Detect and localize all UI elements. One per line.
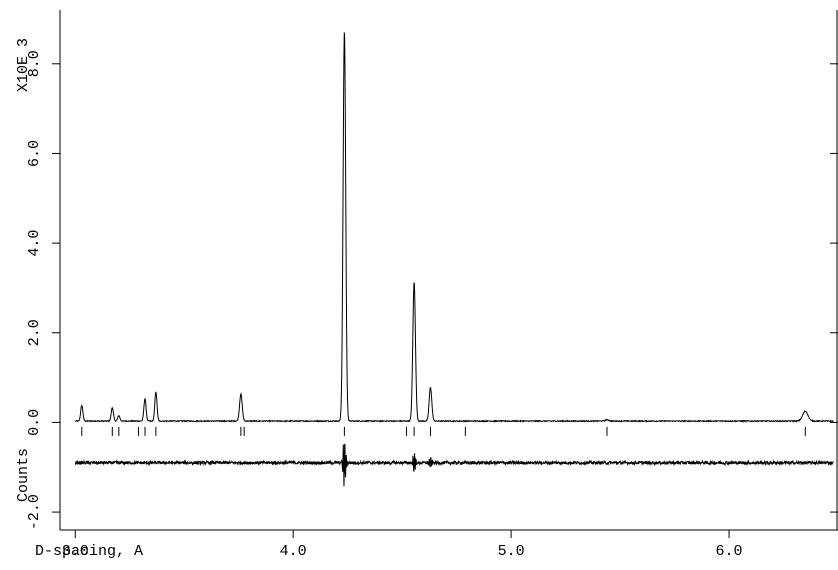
y-axis-label: Counts	[15, 448, 32, 502]
x-axis-label: D-spacing, A	[35, 543, 143, 560]
y-axis-ticks: -2.0 0.0 2.0 4.0 6.0 8.0	[26, 50, 838, 530]
y-tick-label: 2.0	[26, 319, 43, 346]
x-tick-label: 5.0	[498, 543, 525, 560]
reflection-markers	[81, 426, 806, 436]
y-tick-label: 6.0	[26, 140, 43, 167]
observed-profile-line	[74, 32, 834, 423]
x-tick-label: 3.0	[62, 543, 89, 560]
x-tick-label: 6.0	[716, 543, 743, 560]
y-tick-label: 0.0	[26, 409, 43, 436]
y-tick-label: 8.0	[26, 50, 43, 77]
x-tick-label: 4.0	[280, 543, 307, 560]
y-tick-label: -2.0	[26, 494, 43, 530]
plot-frame	[59, 10, 838, 531]
difference-curve-line	[74, 443, 834, 487]
x-axis-ticks: 3.0 4.0 5.0 6.0	[62, 530, 743, 560]
y-tick-label: 4.0	[26, 230, 43, 257]
y-multiplier-label: X10E 3	[15, 38, 32, 92]
